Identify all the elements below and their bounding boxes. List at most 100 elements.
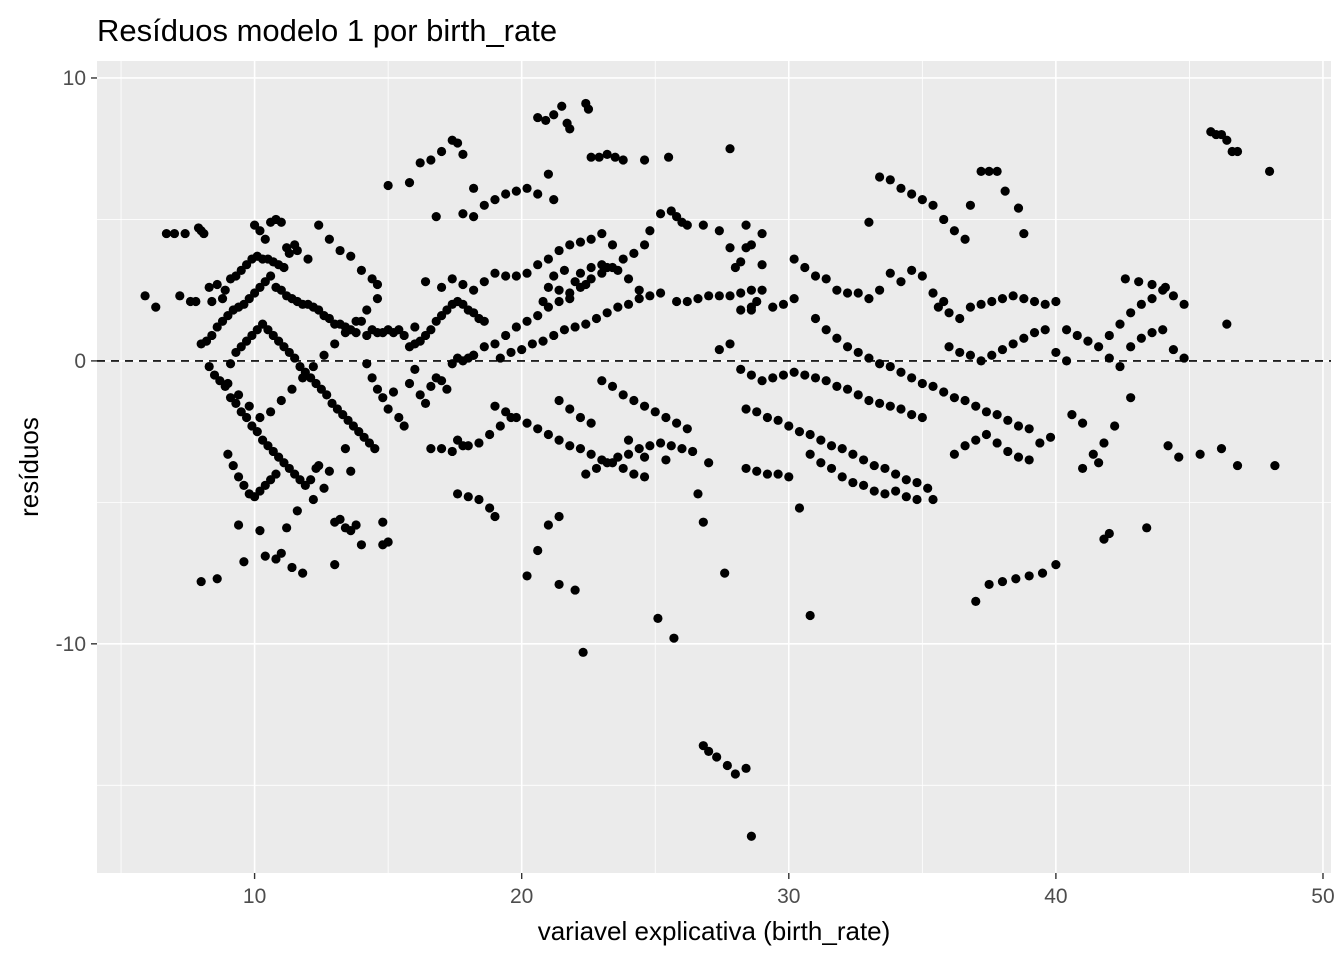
data-point — [559, 325, 570, 335]
data-point — [933, 302, 943, 312]
data-point — [976, 299, 986, 309]
data-point — [287, 384, 297, 394]
data-point — [1024, 455, 1034, 465]
data-point — [805, 610, 815, 621]
data-point — [725, 339, 735, 349]
data-point — [928, 381, 938, 391]
data-point — [858, 480, 869, 490]
data-point — [677, 444, 687, 454]
data-point — [1136, 333, 1146, 343]
data-point — [578, 647, 588, 657]
data-point — [1061, 356, 1072, 366]
data-point — [151, 302, 161, 312]
data-point — [639, 155, 650, 165]
data-point — [586, 449, 596, 459]
data-point — [1051, 560, 1061, 570]
data-point — [260, 234, 270, 244]
data-point — [458, 209, 468, 219]
data-point — [479, 277, 489, 287]
data-point — [581, 469, 591, 479]
data-point — [233, 520, 244, 530]
data-point — [955, 313, 965, 324]
data-point — [447, 446, 457, 457]
data-point — [778, 299, 789, 309]
data-point — [292, 506, 302, 516]
data-point — [939, 387, 949, 397]
data-point — [1104, 353, 1114, 363]
data-point — [239, 480, 249, 490]
data-point — [1104, 330, 1114, 341]
data-point — [971, 596, 981, 606]
data-point — [426, 325, 436, 335]
data-point — [591, 463, 602, 474]
data-point — [682, 296, 692, 307]
data-point — [1222, 135, 1232, 145]
data-point — [511, 271, 521, 281]
data-point — [420, 277, 431, 287]
data-point — [231, 398, 241, 408]
data-point — [837, 444, 847, 454]
data-point — [693, 294, 703, 304]
data-point — [335, 245, 345, 256]
data-point — [394, 412, 404, 423]
data-point — [1232, 146, 1243, 157]
data-point — [1134, 277, 1144, 287]
data-point — [688, 446, 698, 457]
data-point — [410, 322, 420, 332]
data-point — [314, 220, 324, 230]
data-point — [655, 288, 666, 298]
data-point — [912, 477, 922, 488]
data-point — [944, 342, 954, 352]
data-point — [485, 503, 495, 513]
data-point — [255, 412, 265, 423]
data-point — [458, 149, 468, 159]
data-point — [757, 228, 767, 239]
data-point — [821, 274, 831, 284]
data-point — [1029, 328, 1040, 338]
data-point — [984, 579, 994, 590]
data-point — [618, 254, 628, 264]
data-point — [1037, 568, 1048, 578]
data-point — [773, 469, 783, 479]
data-point — [356, 316, 367, 326]
data-point — [447, 274, 457, 284]
data-point — [335, 514, 345, 524]
data-point — [917, 195, 927, 205]
data-point — [629, 248, 639, 258]
data-point — [511, 412, 521, 423]
data-point — [431, 212, 441, 222]
data-point — [653, 613, 663, 623]
data-point — [469, 183, 479, 193]
data-point — [816, 435, 826, 445]
data-point — [314, 460, 324, 471]
data-point — [276, 395, 286, 406]
data-point — [928, 288, 938, 298]
data-point — [570, 277, 580, 287]
data-point — [319, 350, 329, 360]
data-point — [303, 254, 313, 264]
data-point — [372, 294, 383, 304]
data-point — [722, 760, 732, 771]
data-point — [501, 330, 511, 341]
data-point — [746, 285, 756, 295]
data-point — [997, 344, 1008, 355]
data-point — [276, 548, 286, 558]
data-point — [741, 404, 751, 414]
data-point — [378, 393, 388, 403]
data-point — [981, 429, 992, 440]
data-point — [896, 367, 906, 377]
data-point — [907, 410, 917, 420]
data-point — [549, 110, 559, 120]
data-point — [810, 373, 821, 383]
data-point — [1019, 228, 1029, 239]
data-point — [704, 746, 714, 756]
data-point — [279, 262, 289, 273]
data-point — [485, 429, 495, 440]
data-point — [794, 503, 805, 513]
data-point — [869, 460, 879, 471]
data-point — [554, 579, 564, 590]
data-point — [891, 486, 901, 496]
chart-title: Resíduos modelo 1 por birth_rate — [97, 13, 557, 48]
data-point — [1126, 393, 1136, 403]
data-point — [495, 421, 505, 431]
